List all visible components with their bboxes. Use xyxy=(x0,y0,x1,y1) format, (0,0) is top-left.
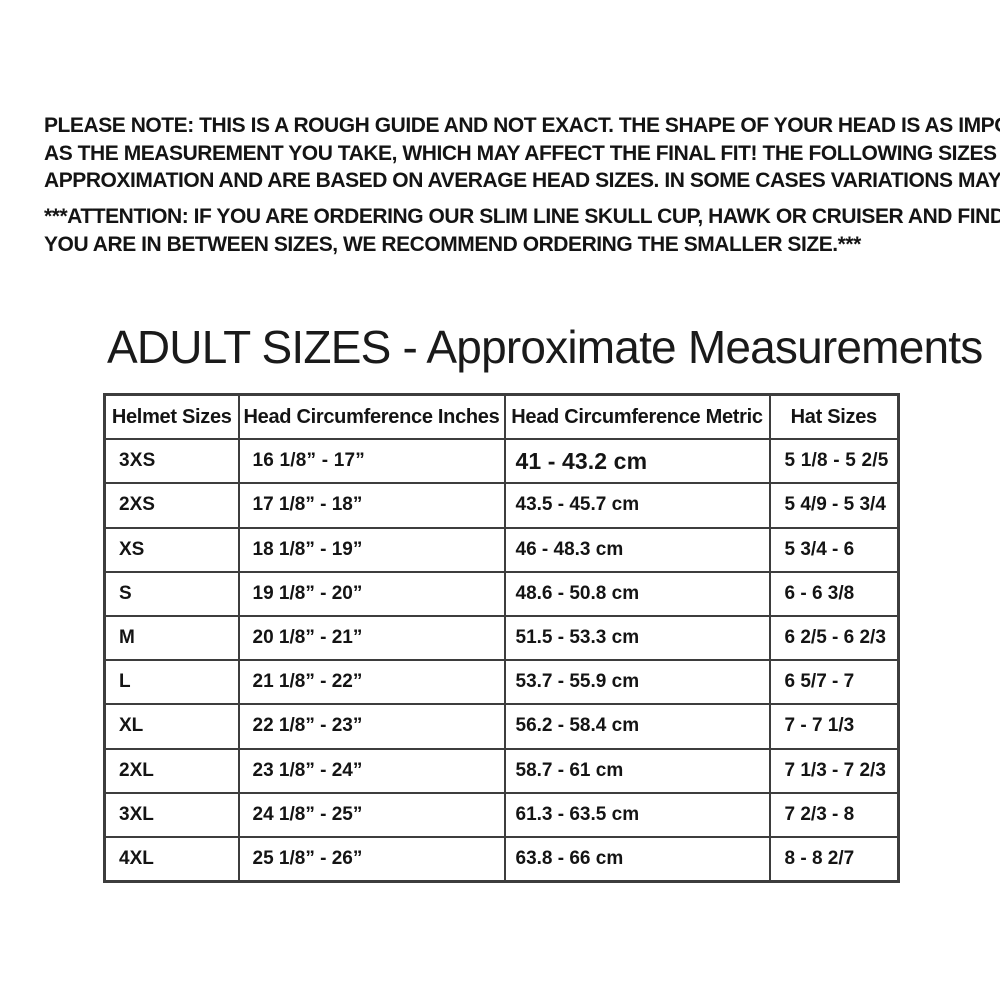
header-row: Helmet Sizes Head Circumference Inches H… xyxy=(103,393,900,441)
size-cell: 2XL xyxy=(103,747,240,794)
table-row-2xl: 2XL 23 1/8” - 24” 58.7 - 61 cm 7 1/3 - 7… xyxy=(103,747,900,794)
hat-cell: 7 2/3 - 8 xyxy=(768,791,900,838)
size-cell: M xyxy=(103,614,240,662)
size-cell: L xyxy=(103,659,240,706)
inches-cell: 20 1/8” - 21” xyxy=(237,614,506,662)
attention-line-2: YOU ARE IN BETWEEN SIZES, WE RECOMMEND O… xyxy=(44,232,861,256)
inches-cell: 18 1/8” - 19” xyxy=(237,526,506,573)
size-cell: 3XS xyxy=(103,438,240,485)
inches-cell: 17 1/8” - 18” xyxy=(237,482,506,529)
hat-cell: 5 3/4 - 6 xyxy=(768,526,900,573)
header-circumference-inches: Head Circumference Inches xyxy=(237,393,506,441)
inches-cell: 22 1/8” - 23” xyxy=(237,703,506,750)
size-cell: XS xyxy=(103,526,240,573)
metric-cell: 56.2 - 58.4 cm xyxy=(503,703,771,750)
table-row-s: S 19 1/8” - 20” 48.6 - 50.8 cm 6 - 6 3/8 xyxy=(103,570,900,617)
hat-cell: 5 4/9 - 5 3/4 xyxy=(768,482,900,529)
metric-cell: 63.8 - 66 cm xyxy=(503,835,771,883)
metric-cell: 51.5 - 53.3 cm xyxy=(503,614,771,662)
hat-cell: 6 - 6 3/8 xyxy=(768,570,900,617)
inches-cell: 16 1/8” - 17” xyxy=(237,438,506,485)
size-cell: 3XL xyxy=(103,791,240,838)
adult-sizes-table: Helmet Sizes Head Circumference Inches H… xyxy=(103,393,900,884)
metric-cell: 41 - 43.2 cm xyxy=(503,438,771,485)
size-cell: XL xyxy=(103,703,240,750)
table-row-m: M 20 1/8” - 21” 51.5 - 53.3 cm 6 2/5 - 6… xyxy=(103,614,900,662)
attention-line-1: ***ATTENTION: IF YOU ARE ORDERING OUR SL… xyxy=(44,205,1000,228)
inches-cell: 23 1/8” - 24” xyxy=(237,747,506,794)
hat-cell: 5 1/8 - 5 2/5 xyxy=(768,438,900,485)
metric-cell: 48.6 - 50.8 cm xyxy=(503,570,771,617)
note-line-2: AS THE MEASUREMENT YOU TAKE, WHICH MAY A… xyxy=(44,141,1000,165)
metric-cell: 58.7 - 61 cm xyxy=(503,747,771,794)
table-row-xs: XS 18 1/8” - 19” 46 - 48.3 cm 5 3/4 - 6 xyxy=(103,526,900,573)
metric-cell: 43.5 - 45.7 cm xyxy=(503,482,771,529)
hat-cell: 7 1/3 - 7 2/3 xyxy=(768,747,900,794)
table-row-xl: XL 22 1/8” - 23” 56.2 - 58.4 cm 7 - 7 1/… xyxy=(103,703,900,750)
note-line-1: PLEASE NOTE: THIS IS A ROUGH GUIDE AND N… xyxy=(44,114,1000,137)
hat-cell: 7 - 7 1/3 xyxy=(768,703,900,750)
hat-cell: 6 2/5 - 6 2/3 xyxy=(768,614,900,662)
page-title: ADULT SIZES - Approximate Measurements xyxy=(107,321,983,373)
hat-cell: 6 5/7 - 7 xyxy=(768,659,900,706)
header-helmet-sizes: Helmet Sizes xyxy=(103,393,240,441)
note-paragraph: PLEASE NOTE: THIS IS A ROUGH GUIDE AND N… xyxy=(44,112,1000,195)
header-hat-sizes: Hat Sizes xyxy=(768,393,900,441)
hat-cell: 8 - 8 2/7 xyxy=(768,835,900,883)
inches-cell: 21 1/8” - 22” xyxy=(237,659,506,706)
size-cell: 2XS xyxy=(103,482,240,529)
inches-cell: 19 1/8” - 20” xyxy=(237,570,506,617)
inches-cell: 25 1/8” - 26” xyxy=(237,835,506,883)
inches-cell: 24 1/8” - 25” xyxy=(237,791,506,838)
header-circumference-metric: Head Circumference Metric xyxy=(503,393,771,441)
metric-cell: 61.3 - 63.5 cm xyxy=(503,791,771,838)
metric-cell: 46 - 48.3 cm xyxy=(503,526,771,573)
table-body: 3XS 16 1/8” - 17” 41 - 43.2 cm 5 1/8 - 5… xyxy=(103,438,900,883)
table-row-3xs: 3XS 16 1/8” - 17” 41 - 43.2 cm 5 1/8 - 5… xyxy=(103,438,900,485)
note-line-3: APPROXIMATION AND ARE BASED ON AVERAGE H… xyxy=(44,169,1000,192)
size-cell: 4XL xyxy=(103,835,240,883)
size-cell: S xyxy=(103,570,240,617)
table-row-l: L 21 1/8” - 22” 53.7 - 55.9 cm 6 5/7 - 7 xyxy=(103,659,900,706)
attention-paragraph: ***ATTENTION: IF YOU ARE ORDERING OUR SL… xyxy=(44,203,1000,258)
table-row-4xl: 4XL 25 1/8” - 26” 63.8 - 66 cm 8 - 8 2/7 xyxy=(103,835,900,883)
table-row-3xl: 3XL 24 1/8” - 25” 61.3 - 63.5 cm 7 2/3 -… xyxy=(103,791,900,838)
table-row-2xs: 2XS 17 1/8” - 18” 43.5 - 45.7 cm 5 4/9 -… xyxy=(103,482,900,529)
table-header: Helmet Sizes Head Circumference Inches H… xyxy=(103,393,900,441)
metric-cell: 53.7 - 55.9 cm xyxy=(503,659,771,706)
